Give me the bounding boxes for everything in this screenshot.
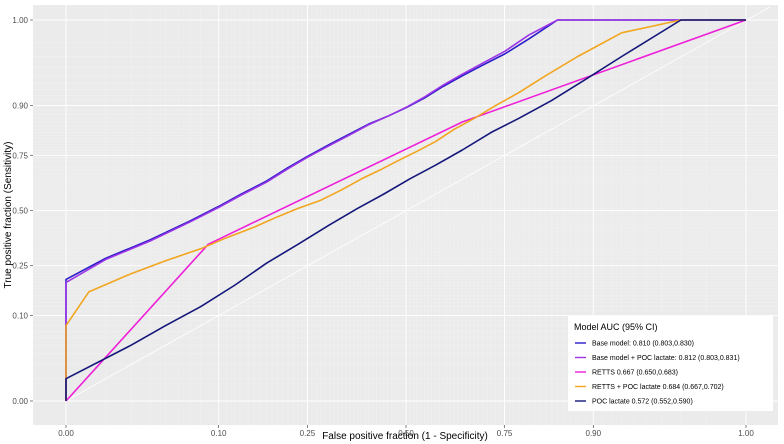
x-axis-ticks: 0.00 0.10 0.25 0.50 0.75 0.90 1.00 [58, 425, 754, 438]
legend-item: POC lactate 0.572 (0.552,0.590) [575, 399, 693, 406]
y-tick-label: 0.90 [12, 102, 28, 111]
y-tick-label: 1.00 [12, 16, 28, 25]
legend-label: POC lactate 0.572 (0.552,0.590) [592, 399, 693, 406]
y-tick-label: 0.10 [12, 311, 28, 320]
series-layer [65, 19, 747, 402]
x-tick-label: 0.00 [58, 429, 74, 438]
y-axis-title: True positive fraction (Sensitivity) [3, 142, 14, 289]
y-tick-label: 0.75 [12, 151, 28, 160]
reference-diagonal [65, 6, 771, 402]
x-tick-label: 0.90 [586, 429, 602, 438]
legend-item: Base model + POC lactate: 0.812 (0.803,0… [575, 355, 740, 362]
x-tick-label: 1.00 [738, 429, 754, 438]
legend-label: RETTS 0.667 (0.650,0.683) [592, 370, 678, 377]
y-tick-label: 0.50 [12, 207, 28, 216]
y-axis-ticks: 0.00 0.10 0.25 0.50 0.75 0.90 1.00 [12, 16, 33, 406]
legend-items: Base model: 0.810 (0.803,0.830) Base mode… [575, 341, 740, 406]
x-tick-label: 0.10 [211, 429, 227, 438]
legend-box [568, 316, 773, 411]
y-tick-label: 0.00 [12, 397, 28, 406]
legend-item: Base model: 0.810 (0.803,0.830) [575, 341, 694, 348]
x-tick-label: 0.25 [300, 429, 316, 438]
legend: Model AUC (95% CI) Base model: 0.810 (0.… [568, 316, 773, 411]
legend-label: Base model + POC lactate: 0.812 (0.803,0… [592, 355, 740, 362]
legend-label: Base model: 0.810 (0.803,0.830) [592, 341, 694, 348]
legend-title: Model AUC (95% CI) [574, 322, 658, 332]
legend-label: RETTS + POC lactate 0.684 (0.667,0.702) [592, 384, 724, 391]
x-tick-label: 0.50 [398, 429, 414, 438]
legend-item: RETTS 0.667 (0.650,0.683) [575, 370, 678, 377]
y-tick-label: 0.25 [12, 262, 28, 271]
series-line-5 [65, 19, 746, 401]
x-tick-label: 0.75 [497, 429, 513, 438]
x-axis-title: False positive fraction (1 - Specificity… [322, 431, 488, 442]
series-line-2 [65, 19, 746, 401]
series-line-4 [65, 19, 746, 401]
legend-item: RETTS + POC lactate 0.684 (0.667,0.702) [575, 384, 724, 391]
series-line-3 [65, 19, 747, 402]
